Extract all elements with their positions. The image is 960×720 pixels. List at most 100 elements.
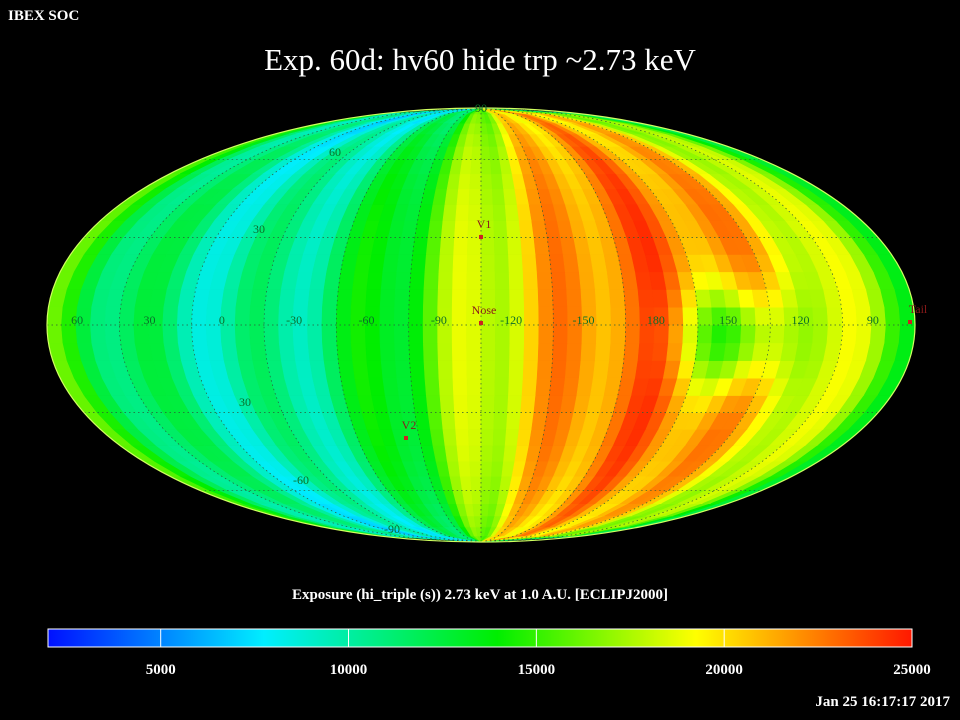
exposure-cell — [480, 254, 496, 273]
exposure-cell — [606, 360, 625, 379]
exposure-cell — [438, 377, 454, 396]
exposure-cell — [323, 271, 342, 290]
exposure-cell — [467, 429, 482, 446]
exposure-cell — [439, 395, 455, 414]
exposure-cell — [523, 306, 540, 326]
exposure-cell — [425, 395, 442, 414]
exposure-cell — [494, 342, 511, 361]
exposure-cell — [453, 237, 469, 255]
exposure-cell — [393, 324, 410, 344]
exposure-cell — [812, 306, 829, 326]
exposure-cell — [754, 324, 771, 344]
exposure-cell — [437, 324, 453, 344]
exposure-cell — [456, 188, 471, 205]
exposure-cell — [552, 289, 568, 308]
exposure-cell — [322, 289, 339, 308]
exposure-cell — [723, 289, 741, 308]
exposure-cell — [592, 271, 610, 290]
exposure-cell — [454, 412, 469, 430]
exposure-cell — [408, 306, 424, 326]
exposure-cell — [469, 173, 482, 190]
exposure-cell — [104, 306, 121, 326]
exposure-cell — [264, 289, 282, 308]
exposure-cell — [694, 289, 713, 308]
exposure-cell — [321, 306, 338, 326]
exposure-cell — [394, 289, 410, 308]
exposure-cell — [494, 360, 510, 379]
exposure-cell — [379, 289, 396, 308]
exposure-cell — [637, 342, 655, 361]
exposure-cell — [350, 324, 367, 344]
exposure-cell — [668, 324, 684, 344]
exposure-cell — [427, 220, 444, 238]
exposure-cell — [468, 445, 482, 462]
exposure-cell — [90, 324, 107, 344]
exposure-cell — [394, 342, 410, 361]
exposure-cell — [492, 204, 507, 221]
exposure-cell — [480, 237, 496, 255]
exposure-cell — [249, 289, 268, 308]
exposure-cell — [623, 342, 640, 361]
exposure-cell — [466, 324, 482, 344]
exposure-cell — [472, 133, 482, 147]
exposure-cell — [533, 237, 550, 255]
exposure-cell — [440, 412, 456, 430]
exposure-cell — [480, 271, 496, 290]
exposure-cell — [437, 342, 453, 361]
exposure-cell — [398, 395, 416, 414]
exposure-cell — [651, 289, 669, 308]
longitude-label: -30 — [286, 313, 302, 327]
exposure-cell — [538, 306, 554, 326]
exposure-cell — [380, 271, 398, 290]
exposure-cell — [480, 159, 492, 175]
exposure-cell — [396, 377, 413, 396]
timestamp: Jan 25 16:17:17 2017 — [815, 694, 950, 710]
exposure-cell — [468, 188, 482, 205]
exposure-cell — [47, 324, 64, 344]
colorbar-gradient — [47, 628, 913, 648]
exposure-cell — [682, 324, 699, 344]
exposure-cell — [234, 324, 251, 344]
exposure-cell — [221, 289, 239, 308]
longitude-label: 0 — [219, 313, 225, 327]
exposure-cell — [206, 342, 225, 361]
exposure-cell — [235, 289, 254, 308]
exposure-cell — [624, 324, 641, 344]
exposure-cell — [680, 342, 698, 361]
exposure-cell — [869, 324, 887, 344]
exposure-cell — [725, 324, 742, 344]
exposure-cell — [47, 306, 64, 326]
exposure-cell — [437, 271, 454, 290]
exposure-cell — [495, 324, 511, 344]
longitude-label: -150 — [573, 313, 595, 327]
marker-label-v2: V2 — [402, 418, 417, 432]
exposure-cell — [410, 377, 427, 396]
exposure-cell — [522, 360, 539, 379]
marker-nose — [479, 321, 483, 325]
exposure-cell — [666, 289, 684, 308]
exposure-cell — [471, 146, 482, 160]
exposure-cell — [567, 324, 583, 344]
exposure-cell — [221, 342, 239, 361]
exposure-cell — [491, 460, 504, 477]
exposure-cell — [459, 475, 472, 491]
exposure-cell — [493, 237, 509, 255]
exposure-cell — [350, 342, 368, 361]
exposure-cell — [458, 460, 471, 477]
exposure-cell — [580, 289, 597, 308]
exposure-cell — [249, 306, 266, 326]
exposure-cell — [442, 429, 458, 446]
exposure-cell — [480, 173, 493, 190]
exposure-cell — [451, 289, 468, 308]
marker-label-tail: Tail — [909, 302, 928, 316]
exposure-cell — [382, 254, 400, 273]
exposure-cell — [494, 271, 510, 290]
exposure-cell — [564, 271, 582, 290]
exposure-cell — [480, 429, 495, 446]
exposure-cell — [552, 342, 568, 361]
exposure-cell — [562, 377, 580, 396]
latitude-label: -60 — [293, 473, 309, 487]
exposure-cell — [549, 377, 566, 396]
exposure-cell — [480, 377, 496, 396]
exposure-cell — [769, 306, 786, 326]
